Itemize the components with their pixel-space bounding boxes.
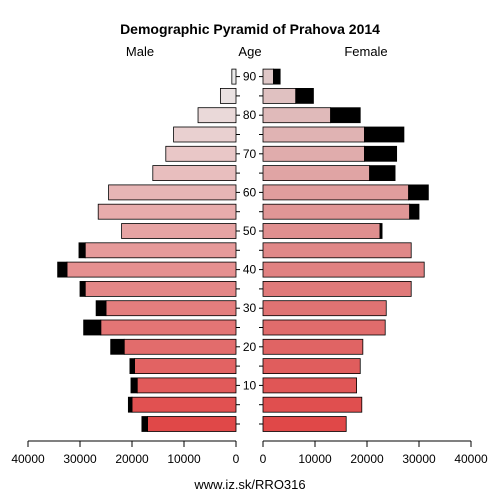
male-bars bbox=[57, 68, 237, 432]
male-bar-15-19 bbox=[134, 358, 237, 375]
female-excess-80-84 bbox=[330, 107, 361, 124]
female-bar-20-24 bbox=[262, 338, 364, 355]
female-x-tick-label: 30000 bbox=[402, 452, 436, 466]
female-excess-70-74 bbox=[363, 145, 398, 162]
female-x-tick-label: 40000 bbox=[454, 452, 488, 466]
male-bar-55-59 bbox=[97, 203, 237, 220]
female-excess-65-69 bbox=[369, 165, 396, 182]
female-excess-55-59 bbox=[409, 203, 420, 220]
age-tick-label: 90 bbox=[243, 70, 257, 84]
age-tick-label: 60 bbox=[243, 185, 257, 199]
male-bar-40-44 bbox=[66, 261, 237, 278]
age-tick-label: 30 bbox=[243, 301, 257, 315]
male-bar-90+ bbox=[231, 68, 237, 85]
female-bar-80-84 bbox=[262, 107, 331, 124]
male-excess-40-44 bbox=[57, 261, 68, 278]
female-bar-35-39 bbox=[262, 280, 412, 297]
female-bar-45-49 bbox=[262, 242, 412, 259]
footer-url: www.iz.sk/RRO316 bbox=[193, 477, 305, 492]
male-x-tick-label: 20000 bbox=[115, 452, 149, 466]
male-excess-45-49 bbox=[78, 242, 86, 259]
male-bar-10-14 bbox=[136, 377, 237, 394]
male-bar-65-69 bbox=[152, 165, 237, 182]
female-x-axis: 0 10000 20000 30000 40000 bbox=[260, 440, 488, 466]
male-bar-20-24 bbox=[123, 338, 237, 355]
male-excess-20-24 bbox=[110, 338, 125, 355]
age-tick-label: 70 bbox=[243, 147, 257, 161]
age-tick-label: 50 bbox=[243, 224, 257, 238]
male-excess-15-19 bbox=[129, 358, 135, 375]
male-excess-10-14 bbox=[130, 377, 138, 394]
female-bar-60-64 bbox=[262, 184, 410, 201]
male-bar-35-39 bbox=[84, 280, 237, 297]
female-label: Female bbox=[344, 44, 387, 59]
female-bar-30-34 bbox=[262, 300, 387, 317]
female-excess-85-89 bbox=[295, 88, 314, 104]
female-bar-10-14 bbox=[262, 377, 357, 394]
female-bar-75-79 bbox=[262, 126, 365, 143]
male-excess-25-29 bbox=[83, 319, 102, 336]
female-x-tick-label: 10000 bbox=[298, 452, 332, 466]
age-tick-label: 80 bbox=[243, 108, 257, 122]
female-bar-25-29 bbox=[262, 319, 386, 336]
male-bar-75-79 bbox=[173, 126, 237, 143]
female-bar-85-89 bbox=[262, 88, 297, 104]
female-bars bbox=[262, 68, 429, 432]
male-bar-30-34 bbox=[105, 300, 237, 317]
male-bar-80-84 bbox=[197, 107, 237, 124]
female-x-tick-label: 0 bbox=[260, 452, 267, 466]
male-bar-50-54 bbox=[121, 223, 237, 239]
male-excess-30-34 bbox=[95, 300, 107, 317]
male-bar-70-74 bbox=[165, 145, 237, 162]
female-excess-90+ bbox=[272, 68, 281, 85]
age-tick-label: 20 bbox=[243, 340, 257, 354]
age-tick-label: 40 bbox=[243, 263, 257, 277]
female-bar-40-44 bbox=[262, 261, 425, 278]
male-bar-25-29 bbox=[100, 319, 237, 336]
female-bar-50-54 bbox=[262, 223, 381, 239]
male-label: Male bbox=[126, 44, 154, 59]
male-excess-0-4 bbox=[141, 416, 149, 432]
female-bar-15-19 bbox=[262, 358, 361, 375]
female-excess-75-79 bbox=[363, 126, 405, 143]
male-bar-60-64 bbox=[108, 184, 237, 201]
female-x-tick-label: 20000 bbox=[350, 452, 384, 466]
male-bar-45-49 bbox=[84, 242, 237, 259]
chart-title: Demographic Pyramid of Prahova 2014 bbox=[120, 21, 380, 37]
female-bar-65-69 bbox=[262, 165, 370, 182]
female-bar-90+ bbox=[262, 68, 274, 85]
female-excess-50-54 bbox=[379, 223, 383, 239]
male-x-tick-label: 30000 bbox=[63, 452, 97, 466]
male-x-tick-label: 40000 bbox=[11, 452, 45, 466]
male-x-axis: 40000 30000 20000 10000 0 bbox=[11, 440, 240, 466]
age-axis: 10 20 30 40 50 60 70 80 90 bbox=[236, 70, 263, 425]
female-bar-0-4 bbox=[262, 416, 347, 432]
male-x-tick-label: 10000 bbox=[167, 452, 201, 466]
female-bar-55-59 bbox=[262, 203, 411, 220]
female-bar-5-9 bbox=[262, 396, 363, 413]
male-x-tick-label: 0 bbox=[233, 452, 240, 466]
female-excess-60-64 bbox=[408, 184, 429, 201]
male-bar-0-4 bbox=[147, 416, 237, 432]
age-label: Age bbox=[238, 44, 261, 59]
male-excess-5-9 bbox=[127, 396, 133, 413]
age-tick-label: 10 bbox=[243, 378, 257, 392]
male-bar-5-9 bbox=[131, 396, 237, 413]
male-bar-85-89 bbox=[219, 88, 237, 104]
female-bar-70-74 bbox=[262, 145, 365, 162]
male-excess-35-39 bbox=[79, 280, 86, 297]
